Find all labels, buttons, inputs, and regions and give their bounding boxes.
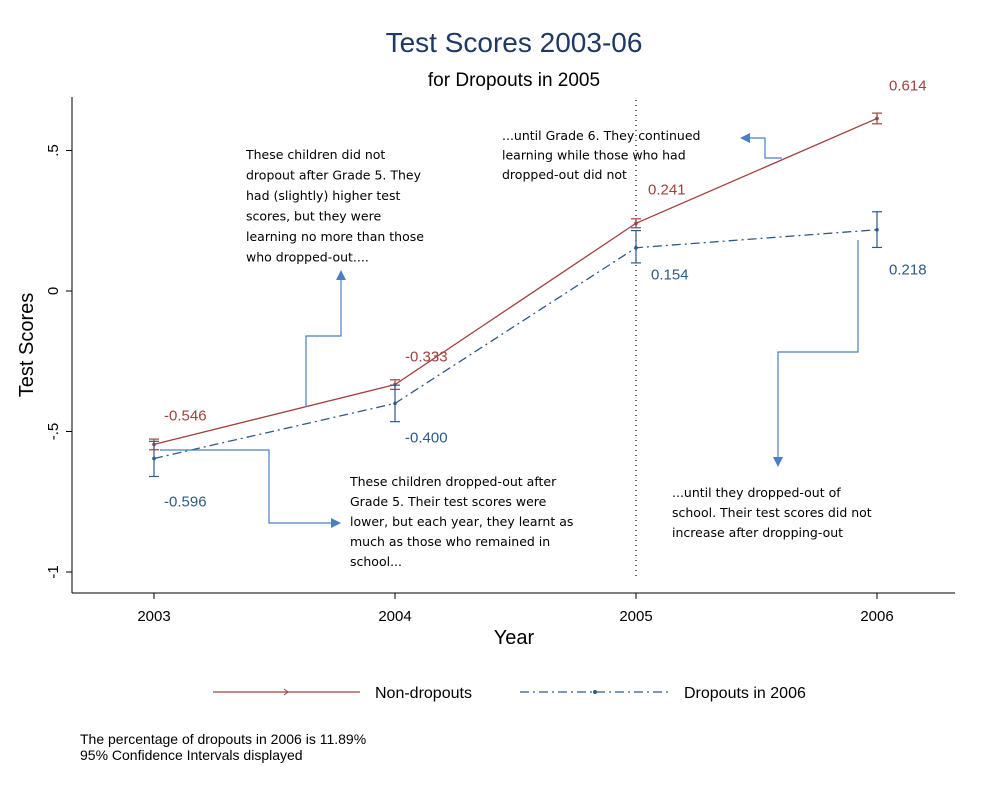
- data-point: [634, 245, 638, 250]
- x-tick-label: 2003: [137, 608, 170, 625]
- data-label: 0.241: [648, 181, 686, 198]
- y-axis-label: Test Scores: [16, 293, 38, 397]
- annotation-non-dropouts: These children did not dropout after Gra…: [245, 147, 428, 265]
- data-point: [393, 401, 397, 406]
- data-label: -0.596: [164, 493, 207, 510]
- series-line-dropouts: [153, 229, 878, 460]
- x-axis-label: Year: [494, 627, 535, 649]
- legend-label-dropouts: Dropouts in 2006: [684, 685, 806, 702]
- data-label: 0.154: [651, 267, 689, 284]
- arrow-right-icon: [160, 449, 341, 528]
- note-dropout-percentage: The percentage of dropouts in 2006 is 11…: [80, 731, 367, 747]
- series-layer: [149, 112, 882, 478]
- data-point: [152, 456, 156, 461]
- x-tick-label: 2006: [860, 608, 893, 625]
- series-line-non-dropouts: [153, 117, 878, 446]
- legend-marker-dropouts: [593, 690, 597, 694]
- data-point: [634, 221, 638, 226]
- data-point: [875, 116, 879, 121]
- arrow-down-icon: [773, 240, 859, 467]
- annotation-dropouts: These children dropped-out after Grade 5…: [349, 474, 577, 569]
- data-label: -0.400: [405, 429, 448, 446]
- ticks: -1 -.5 0 .5 2003 2004 2005 2006: [45, 144, 894, 625]
- axes: [71, 97, 955, 594]
- y-tick-label: -.5: [45, 423, 62, 441]
- data-label: -0.333: [405, 349, 448, 366]
- data-label: -0.546: [164, 407, 207, 424]
- legend-marker-non-dropouts: [283, 688, 289, 696]
- legend-label-non-dropouts: Non-dropouts: [375, 685, 472, 702]
- annotation-grade6: ...until Grade 6. They continued learnin…: [502, 128, 704, 182]
- y-tick-label: .5: [45, 144, 62, 157]
- y-tick-label: -1: [45, 565, 62, 578]
- x-tick-label: 2005: [619, 608, 652, 625]
- chart-subtitle: for Dropouts in 2005: [428, 70, 600, 91]
- legend: Non-dropouts Dropouts in 2006: [213, 685, 806, 702]
- arrow-left-icon: [740, 133, 782, 159]
- chart-title: Test Scores 2003-06: [386, 27, 643, 58]
- y-tick-label: 0: [45, 287, 62, 295]
- data-label: 0.614: [889, 77, 927, 94]
- annotation-dropped-out: ...until they dropped-out of school. The…: [672, 485, 876, 540]
- data-label: 0.218: [889, 262, 927, 279]
- note-confidence-intervals: 95% Confidence Intervals displayed: [80, 747, 303, 763]
- labels-layer: -0.546 -0.333 0.241 0.614 -0.596 -0.400 0.154 0…: [164, 77, 927, 510]
- data-point: [875, 227, 879, 232]
- annotation-arrows: [160, 133, 859, 528]
- arrow-up-icon: [305, 270, 346, 407]
- x-tick-label: 2004: [378, 608, 411, 625]
